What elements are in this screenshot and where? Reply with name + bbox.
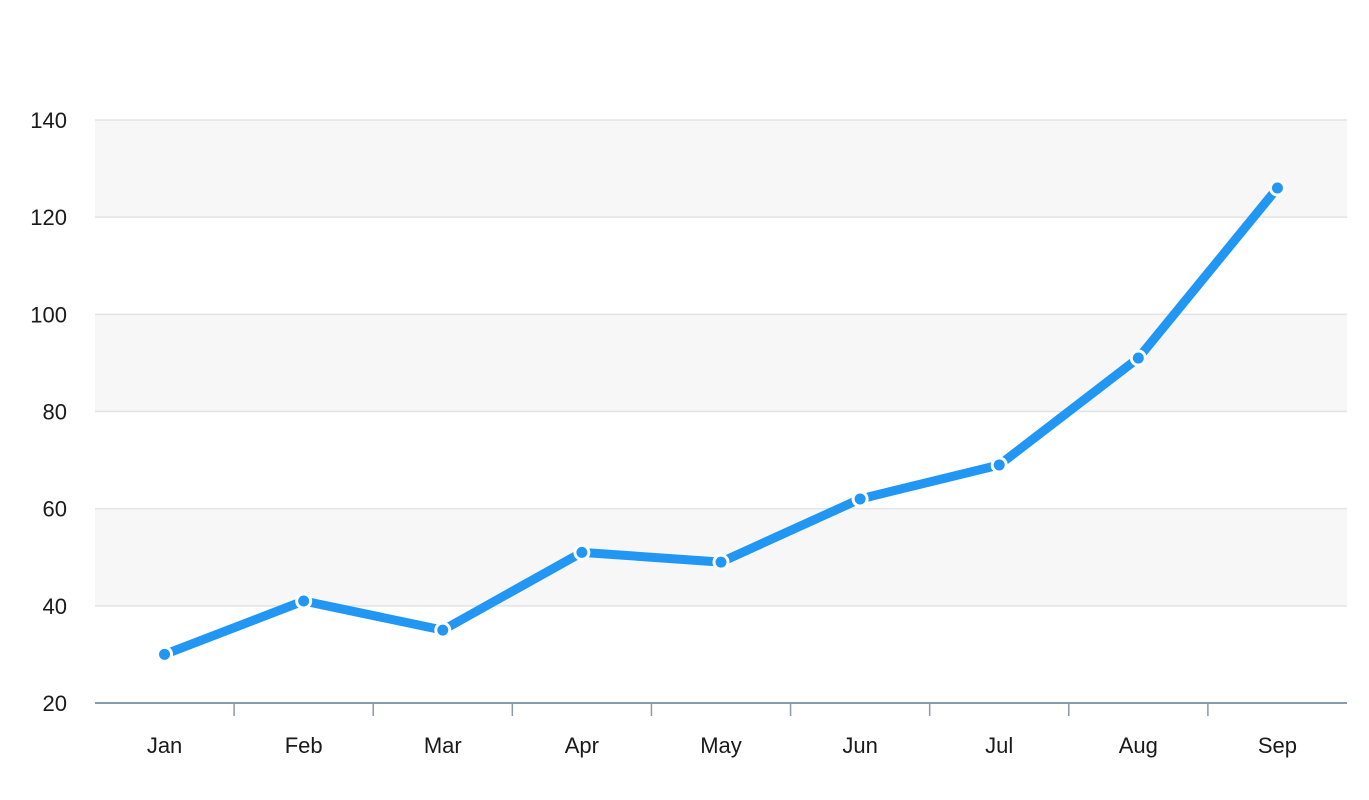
x-tick-label: Sep — [1258, 733, 1297, 758]
y-tick-label: 100 — [30, 302, 67, 327]
data-point[interactable] — [573, 543, 591, 561]
data-point[interactable] — [156, 645, 174, 663]
plot-bands — [95, 120, 1347, 606]
x-axis: Jan Feb Mar Apr May Jun Jul Aug Sep — [95, 702, 1347, 758]
y-tick-label: 80 — [43, 400, 67, 425]
series-layer — [156, 179, 1286, 663]
data-point[interactable] — [1129, 349, 1147, 367]
y-axis: 20 40 60 80 100 120 140 — [30, 108, 67, 716]
x-tick-label: Jul — [985, 733, 1013, 758]
y-tick-label: 40 — [43, 594, 67, 619]
data-point[interactable] — [295, 592, 313, 610]
y-tick-label: 140 — [30, 108, 67, 133]
x-tick-label: Jun — [842, 733, 877, 758]
x-tick-label: Jan — [147, 733, 182, 758]
data-point[interactable] — [990, 456, 1008, 474]
y-tick-label: 120 — [30, 205, 67, 230]
x-tick-label: Mar — [424, 733, 462, 758]
plot-band — [95, 120, 1347, 218]
data-point[interactable] — [712, 553, 730, 571]
data-point[interactable] — [1268, 179, 1286, 197]
x-tick-label: May — [700, 733, 742, 758]
x-tick-label: Apr — [565, 733, 599, 758]
data-point[interactable] — [434, 621, 452, 639]
y-tick-label: 20 — [43, 691, 67, 716]
x-tick-label: Aug — [1119, 733, 1158, 758]
y-tick-label: 60 — [43, 497, 67, 522]
x-tick-label: Feb — [285, 733, 323, 758]
data-point[interactable] — [851, 490, 869, 508]
series — [156, 179, 1286, 663]
